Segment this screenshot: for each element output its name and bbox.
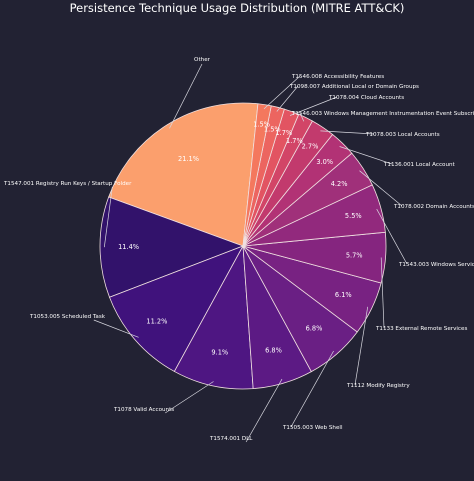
pie-slice-t1546-008-accessibility-features xyxy=(242,103,272,247)
pie-percent-label: 2.7% xyxy=(302,143,319,151)
pie-category-label: T1078.002 Domain Accounts xyxy=(393,204,474,210)
pie-category-label: T1078.003 Local Accounts xyxy=(365,132,440,138)
pie-percent-label: 3.0% xyxy=(316,158,333,166)
pie-leader-line xyxy=(376,208,408,265)
pie-leader-line xyxy=(320,130,375,135)
pie-category-label: T1078.004 Cloud Accounts xyxy=(328,95,404,101)
pie-category-label: T1078 Valid Accounts xyxy=(113,407,174,413)
pie-category-label: T1112 Modify Registry xyxy=(346,383,410,389)
pie-leader-line xyxy=(245,378,283,443)
pie-category-label: Other xyxy=(194,57,211,63)
pie-category-label: T1546.003 Windows Management Instrumenta… xyxy=(291,111,474,117)
pie-percent-label: 11.2% xyxy=(146,318,167,326)
pie-category-label: T1574.001 DLL xyxy=(209,436,253,442)
pie-percent-label: 21.1% xyxy=(178,155,199,163)
pie-leader-line xyxy=(263,75,301,110)
pie-percent-label: 4.2% xyxy=(331,180,348,188)
pie-slice-t1053-005-scheduled-task xyxy=(108,245,244,373)
pie-category-label: T1543.003 Windows Service xyxy=(398,262,474,268)
pie-percent-label: 11.4% xyxy=(118,243,139,251)
pie-leader-line xyxy=(276,85,299,112)
pie-category-label: T1505.003 Web Shell xyxy=(282,425,343,431)
pie-leader-line xyxy=(299,112,305,122)
pie-leader-line xyxy=(165,381,214,414)
pie-slice-t1078-valid-accounts xyxy=(173,244,254,390)
pie-category-label: T1098.007 Additional Local or Domain Gro… xyxy=(289,84,419,90)
pie-percent-label: 1.7% xyxy=(275,129,292,137)
pie-leader-line xyxy=(339,146,393,165)
slices-layer xyxy=(99,102,387,390)
labels-layer: 21.1% Other 11.4% T1547.001 Registry Run Ke… xyxy=(3,57,474,442)
pie-leader-line xyxy=(169,63,203,129)
pie-leader-line xyxy=(354,306,369,386)
pie-percent-label: 5.7% xyxy=(346,251,363,259)
pie-leader-line xyxy=(359,170,403,207)
pie-category-label: T1546.008 Accessibility Features xyxy=(291,74,384,80)
pie-percent-label: 1.5% xyxy=(264,126,281,134)
pie-category-label: T1136.001 Local Account xyxy=(383,162,456,168)
pie-leader-line xyxy=(93,319,139,338)
pie-leader-line xyxy=(290,350,334,428)
pie-leader-line xyxy=(380,257,385,329)
pie-leader-line xyxy=(103,186,113,248)
pie-percent-label: 5.5% xyxy=(345,212,362,220)
leader-lines-layer xyxy=(93,63,408,443)
pie-leader-line xyxy=(289,96,338,116)
pie-percent-label: 6.1% xyxy=(335,291,352,299)
chart-title: Persistence Technique Usage Distribution… xyxy=(70,1,405,15)
pie-category-label: T1053.005 Scheduled Task xyxy=(29,314,106,320)
pie-slice-t1547-001-registry-run-keys-startup-folder xyxy=(99,196,245,298)
pie-percent-label: 6.8% xyxy=(265,347,282,355)
pie-percent-label: 9.1% xyxy=(211,348,228,356)
pie-percent-label: 1.7% xyxy=(286,137,303,145)
pie-category-label: T1133 External Remote Services xyxy=(375,326,467,332)
pie-percent-label: 6.8% xyxy=(306,325,323,333)
pie-category-label: T1547.001 Registry Run Keys / Startup Fo… xyxy=(3,181,132,187)
pie-percent-label: 1.5% xyxy=(253,121,270,129)
